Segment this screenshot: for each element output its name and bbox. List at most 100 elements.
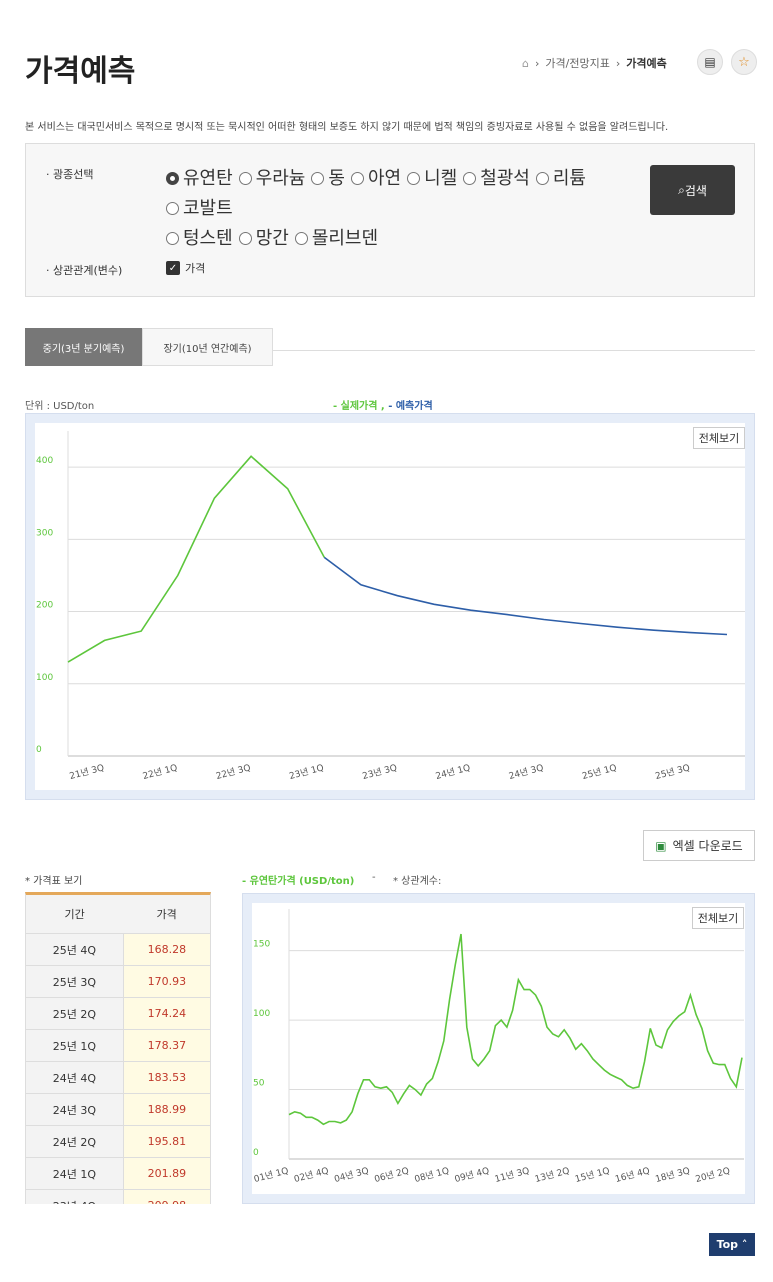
header-cell: 기간 — [26, 895, 124, 934]
print-button[interactable]: ▤ — [697, 49, 723, 75]
breadcrumb: ⌂ › 가격/전망지표 › 가격예측 — [522, 55, 667, 71]
radio[interactable] — [535, 172, 549, 185]
checkbox[interactable]: ✓ — [166, 261, 180, 275]
radio[interactable] — [463, 172, 477, 185]
top-text: Top — [716, 1238, 739, 1251]
chart-frame: 0 50 100 150 01년 1Q 02년 4Q 04년 3Q 06년 2Q 08년 1Q 0… — [242, 893, 755, 1204]
x-tick-label: 18년 3Q — [654, 1165, 691, 1185]
price-cell: 209.98 — [123, 1189, 210, 1204]
x-tick-label: 15년 1Q — [574, 1165, 611, 1185]
table-row: 25년 3Q 170.93 — [26, 965, 210, 998]
radio[interactable] — [407, 172, 421, 185]
option[interactable]: 텅스텐 — [166, 224, 233, 253]
x-tick-label: 21년 3Q — [68, 762, 105, 782]
price-cell: 201.89 — [123, 1157, 210, 1190]
x-tick-label: 11년 3Q — [494, 1165, 531, 1185]
sep: › — [534, 56, 540, 70]
option[interactable]: 아연 — [350, 164, 401, 193]
option[interactable]: 리튬 — [535, 164, 586, 193]
table-row: 25년 1Q 178.37 — [26, 1029, 210, 1062]
y-tick-label: 300 — [36, 528, 53, 538]
top-button[interactable]: Top ˄ — [709, 1233, 755, 1256]
option[interactable]: 동 — [311, 164, 345, 193]
full-view-button[interactable]: 전체보기 — [692, 907, 744, 929]
radio[interactable] — [238, 172, 252, 185]
x-tick-label: 09년 4Q — [453, 1165, 490, 1185]
x-tick-label: 16년 4Q — [614, 1165, 651, 1185]
table-row: 23년 4Q209.98 — [26, 1189, 210, 1204]
period-cell: 25년 4Q — [26, 933, 124, 966]
search-button[interactable]: ⌕ 검색 — [650, 165, 735, 215]
crumb[interactable]: 가격/전망지표 — [545, 57, 610, 70]
price-cell: 195.81 — [123, 1125, 210, 1158]
price-cell: 168.28 — [123, 933, 210, 966]
filter-label: · 광종선택 — [46, 168, 94, 181]
option-label: 몰리브덴 — [311, 228, 379, 249]
radio[interactable] — [294, 232, 308, 245]
y-tick-label: 0 — [36, 745, 42, 755]
legend-sep: - — [372, 872, 376, 883]
option-label: 동 — [328, 168, 345, 189]
home-icon[interactable]: ⌂ — [522, 56, 529, 70]
notice: 본 서비스는 대국민서비스 목적으로 명시적 또는 묵시적인 어떠한 형태의 보… — [25, 122, 669, 133]
radio[interactable] — [311, 172, 325, 185]
full-view-button[interactable]: 전체보기 — [693, 427, 745, 449]
option[interactable]: 철광석 — [463, 164, 530, 193]
option[interactable]: 코발트 — [166, 194, 233, 223]
label-text: 광종선택 — [53, 168, 94, 181]
filter-box: · 광종선택 유연탄 우라늄 동 아연 니켈 철광석 리튬 코발트 텅스텐 망간 몰리브덴 · 상관… — [25, 143, 755, 297]
crumb: 가격예측 — [626, 57, 667, 70]
x-tick-label: 22년 1Q — [142, 762, 179, 782]
option[interactable]: 우라늄 — [238, 164, 306, 193]
x-tick-label: 25년 3Q — [654, 762, 691, 782]
unit-label: 단위 : USD/ton — [25, 401, 95, 412]
y-tick-label: 400 — [36, 456, 53, 466]
table-row: 24년 4Q 183.53 — [26, 1061, 210, 1094]
excel-text: 엑셀 다운로드 — [672, 839, 743, 853]
x-tick-label: 23년 1Q — [288, 762, 325, 782]
y-tick-label: 200 — [36, 601, 53, 611]
x-tick-label: 13년 2Q — [534, 1165, 571, 1185]
x-tick-label: 02년 4Q — [293, 1165, 330, 1185]
excel-icon: ▣ — [655, 838, 667, 853]
subtitle: * 상관계수: — [393, 876, 442, 887]
price-cell: 174.24 — [123, 997, 210, 1030]
period-cell: 24년 2Q — [26, 1125, 124, 1158]
excel-button[interactable]: ▣ 엑셀 다운로드 — [643, 830, 755, 861]
table-header: 기간 가격 — [26, 895, 210, 934]
tab-line — [25, 350, 755, 351]
option[interactable]: 니켈 — [407, 164, 457, 193]
table-row: 25년 4Q 168.28 — [26, 933, 210, 966]
period-cell: 25년 2Q — [26, 997, 124, 1030]
chart-frame: 0 100 200 300 400 21년 3Q 22년 1Q 22년 3Q 23년 1Q 23년… — [25, 413, 755, 800]
table-body: 25년 4Q 168.28 25년 3Q 170.93 25년 2Q 174.24 25년 … — [26, 933, 210, 1204]
option-label: 우라늄 — [255, 168, 306, 189]
checkbox-label: 가격 — [185, 262, 206, 275]
option[interactable]: 망간 — [238, 224, 289, 253]
y-tick-label: 50 — [253, 1079, 265, 1089]
table-row: 25년 2Q 174.24 — [26, 997, 210, 1030]
price-cell: 183.53 — [123, 1061, 210, 1094]
option-label: 리튬 — [552, 168, 586, 189]
series-line — [288, 933, 743, 1126]
checkbox-option[interactable]: ✓ 가격 — [166, 260, 205, 276]
radio[interactable] — [350, 172, 364, 185]
radio[interactable] — [238, 232, 252, 245]
radio[interactable] — [166, 202, 179, 215]
tab[interactable]: 장기(10년 연간예측) — [142, 328, 273, 366]
legend-text: 실제가격 — [340, 401, 378, 412]
radio[interactable] — [166, 232, 179, 245]
x-tick-label: 22년 3Q — [215, 762, 252, 782]
x-tick-label: 08년 1Q — [413, 1165, 450, 1185]
legend: - 실제가격 , - 예측가격 — [333, 397, 433, 412]
radio[interactable] — [166, 172, 179, 185]
favorite-button[interactable]: ☆ — [731, 49, 757, 75]
price-table-wrap: 기간 가격 25년 4Q 168.28 25년 3Q 170.93 25년 2Q 174.24… — [25, 892, 211, 1204]
search-text: 검색 — [684, 183, 707, 198]
y-tick-label: 150 — [253, 940, 270, 950]
option[interactable]: 유연탄 — [166, 164, 233, 193]
option-label: 텅스텐 — [183, 228, 233, 249]
option[interactable]: 몰리브덴 — [294, 224, 379, 253]
tab-active[interactable]: 중기(3년 분기예측) — [25, 328, 142, 366]
price-cell: 178.37 — [123, 1029, 210, 1062]
